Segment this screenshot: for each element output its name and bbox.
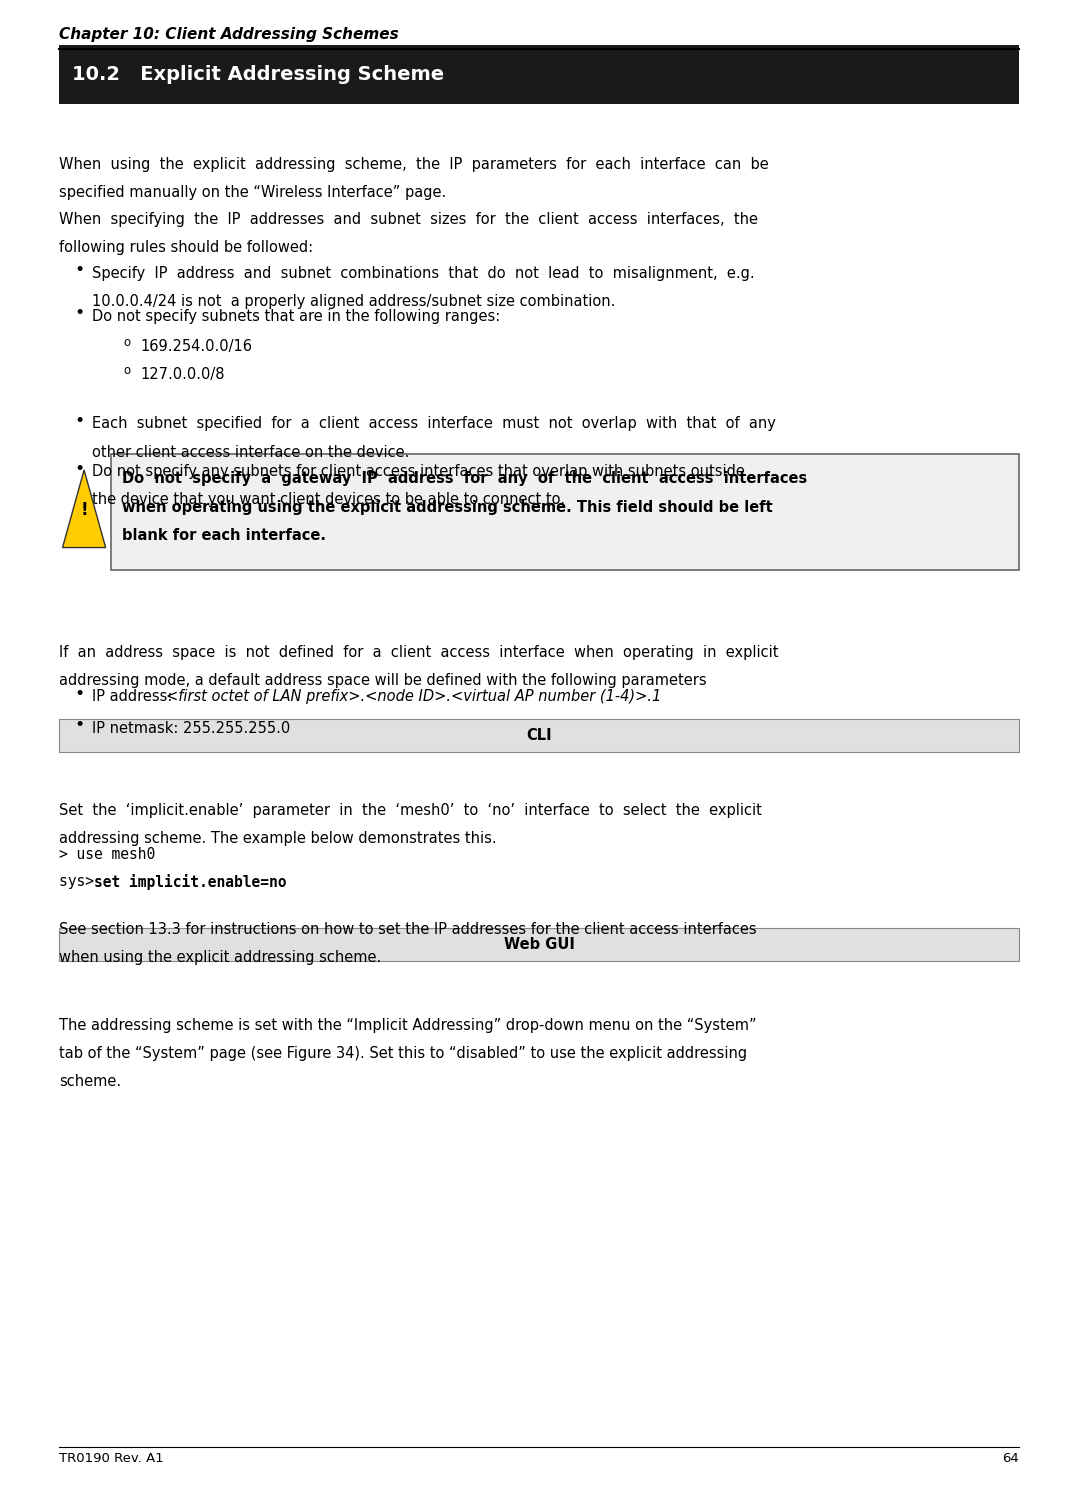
Text: CLI: CLI: [526, 728, 552, 743]
Text: 64: 64: [1001, 1452, 1019, 1465]
Text: 10.0.0.4/24 is not  a properly aligned address/subnet size combination.: 10.0.0.4/24 is not a properly aligned ad…: [92, 294, 616, 309]
Text: 169.254.0.0/16: 169.254.0.0/16: [140, 339, 252, 354]
Text: •: •: [74, 412, 85, 430]
Text: Web GUI: Web GUI: [503, 937, 575, 952]
Text: •: •: [74, 685, 85, 703]
Text: scheme.: scheme.: [59, 1074, 122, 1089]
Text: •: •: [74, 460, 85, 477]
Bar: [111, 454, 1019, 570]
Bar: [59, 928, 1019, 961]
Polygon shape: [63, 470, 106, 548]
Text: !: !: [80, 501, 88, 519]
Text: •: •: [74, 304, 85, 322]
Text: •: •: [74, 261, 85, 279]
Text: sys>: sys>: [59, 874, 103, 889]
Text: addressing scheme. The example below demonstrates this.: addressing scheme. The example below dem…: [59, 831, 497, 846]
Text: Set  the  ‘implicit.enable’  parameter  in  the  ‘mesh0’  to  ‘no’  interface  t: Set the ‘implicit.enable’ parameter in t…: [59, 803, 762, 818]
Text: set implicit.enable=no: set implicit.enable=no: [95, 874, 287, 891]
Text: o: o: [123, 336, 130, 349]
Text: when using the explicit addressing scheme.: when using the explicit addressing schem…: [59, 950, 382, 965]
Text: See section 13.3 for instructions on how to set the IP addresses for the client : See section 13.3 for instructions on how…: [59, 922, 757, 937]
Text: addressing mode, a default address space will be defined with the following para: addressing mode, a default address space…: [59, 673, 707, 688]
Text: following rules should be followed:: following rules should be followed:: [59, 240, 314, 255]
Text: 127.0.0.0/8: 127.0.0.0/8: [140, 367, 224, 382]
Text: other client access interface on the device.: other client access interface on the dev…: [92, 445, 409, 460]
Text: •: •: [74, 716, 85, 734]
Text: When  specifying  the  IP  addresses  and  subnet  sizes  for  the  client  acce: When specifying the IP addresses and sub…: [59, 212, 758, 227]
Text: when operating using the explicit addressing scheme. This field should be left: when operating using the explicit addres…: [122, 500, 773, 515]
Text: > use mesh0: > use mesh0: [59, 847, 155, 862]
Text: Do  not  specify  a  gateway  IP  address  for  any  of  the  client  access  in: Do not specify a gateway IP address for …: [122, 471, 807, 486]
Text: blank for each interface.: blank for each interface.: [122, 528, 326, 543]
Text: IP address:: IP address:: [92, 689, 177, 704]
Text: Specify  IP  address  and  subnet  combinations  that  do  not  lead  to  misali: Specify IP address and subnet combinatio…: [92, 266, 755, 280]
Text: When  using  the  explicit  addressing  scheme,  the  IP  parameters  for  each : When using the explicit addressing schem…: [59, 157, 769, 172]
Text: Do not specify any subnets for client access interfaces that overlap with subnet: Do not specify any subnets for client ac…: [92, 464, 745, 479]
Text: tab of the “System” page (see Figure 34). Set this to “disabled” to use the expl: tab of the “System” page (see Figure 34)…: [59, 1046, 747, 1061]
Text: the device that you want client devices to be able to connect to.: the device that you want client devices …: [92, 492, 565, 507]
Text: TR0190 Rev. A1: TR0190 Rev. A1: [59, 1452, 164, 1465]
Text: Do not specify subnets that are in the following ranges:: Do not specify subnets that are in the f…: [92, 309, 500, 324]
Text: Each  subnet  specified  for  a  client  access  interface  must  not  overlap  : Each subnet specified for a client acces…: [92, 416, 775, 431]
Text: If  an  address  space  is  not  defined  for  a  client  access  interface  whe: If an address space is not defined for a…: [59, 645, 778, 659]
Text: The addressing scheme is set with the “Implicit Addressing” drop-down menu on th: The addressing scheme is set with the “I…: [59, 1018, 757, 1032]
Bar: [59, 719, 1019, 752]
Text: 10.2   Explicit Addressing Scheme: 10.2 Explicit Addressing Scheme: [72, 66, 444, 84]
Bar: [59, 45, 1019, 104]
Text: Chapter 10: Client Addressing Schemes: Chapter 10: Client Addressing Schemes: [59, 27, 399, 42]
Text: o: o: [123, 364, 130, 377]
Text: IP netmask: 255.255.255.0: IP netmask: 255.255.255.0: [92, 721, 290, 736]
Text: specified manually on the “Wireless Interface” page.: specified manually on the “Wireless Inte…: [59, 185, 446, 200]
Text: <first octet of LAN prefix>.<node ID>.<virtual AP number (1-4)>.1: <first octet of LAN prefix>.<node ID>.<v…: [166, 689, 661, 704]
